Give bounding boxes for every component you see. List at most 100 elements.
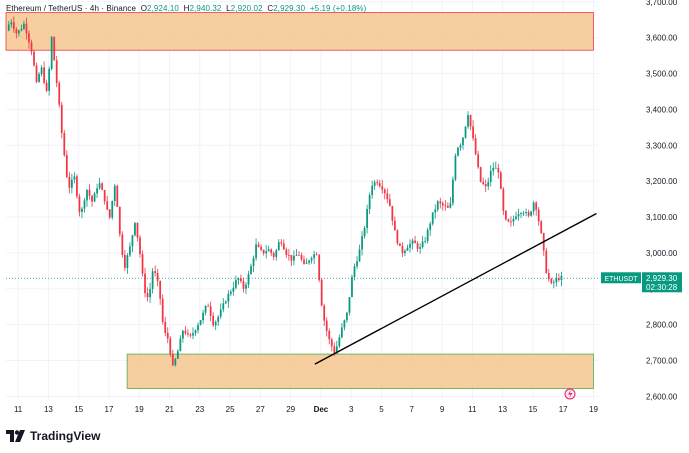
candle-body bbox=[310, 258, 313, 261]
candle-body bbox=[371, 185, 374, 196]
candle-body bbox=[487, 181, 490, 187]
candle-body bbox=[227, 293, 230, 302]
candle-body bbox=[103, 189, 106, 202]
tradingview-logo-icon bbox=[6, 430, 25, 442]
candle-body bbox=[68, 177, 71, 188]
candle-body bbox=[333, 346, 336, 354]
candle-body bbox=[467, 115, 469, 127]
interval: 4h bbox=[89, 4, 99, 13]
candle-body bbox=[439, 201, 442, 204]
candle-body bbox=[368, 195, 371, 210]
candle-body bbox=[285, 249, 288, 255]
candle-body bbox=[12, 22, 15, 30]
candle-body bbox=[474, 138, 477, 155]
symbol-name: Ethereum / TetherUS bbox=[6, 4, 83, 13]
chart-area[interactable]: 2,600.002,700.002,800.002,900.003,000.00… bbox=[0, 0, 689, 420]
y-tick-label: 3,000.00 bbox=[646, 249, 678, 258]
candle-body bbox=[401, 245, 404, 254]
price-tag-value: 2,929.30 bbox=[646, 274, 678, 283]
candle-body bbox=[38, 74, 40, 82]
candle-body bbox=[452, 179, 454, 204]
candle-body bbox=[366, 209, 368, 228]
lightning-icon[interactable] bbox=[564, 388, 576, 400]
candle-body bbox=[540, 221, 543, 234]
x-tick-label: 11 bbox=[14, 405, 23, 414]
x-tick-label: Dec bbox=[314, 405, 329, 414]
candle-body bbox=[547, 273, 550, 279]
candle-body bbox=[98, 183, 101, 189]
candle-body bbox=[340, 327, 343, 338]
candle-body bbox=[194, 330, 197, 334]
candle-body bbox=[86, 189, 88, 201]
candle-body bbox=[351, 276, 353, 298]
candle-body bbox=[477, 154, 480, 168]
candle-body bbox=[136, 222, 139, 238]
support-zone bbox=[126, 353, 594, 389]
candle-body bbox=[131, 235, 134, 247]
price-chart[interactable]: 2,600.002,700.002,800.002,900.003,000.00… bbox=[0, 0, 689, 420]
high-value: 2,940.32 bbox=[189, 4, 222, 13]
candle-body bbox=[396, 230, 399, 244]
candle-body bbox=[83, 200, 86, 209]
candle-body bbox=[139, 237, 141, 255]
x-tick-label: 9 bbox=[440, 405, 445, 414]
candle-body bbox=[113, 185, 116, 201]
candle-body bbox=[472, 126, 474, 139]
candle-body bbox=[272, 253, 275, 257]
candle-body bbox=[393, 220, 396, 231]
candle-body bbox=[343, 320, 346, 328]
candle-body bbox=[454, 155, 457, 180]
x-tick-label: 17 bbox=[105, 405, 114, 414]
candle-body bbox=[363, 227, 366, 237]
candle-body bbox=[202, 312, 204, 321]
candle-body bbox=[219, 309, 222, 317]
y-tick-label: 3,600.00 bbox=[646, 34, 678, 43]
candle-body bbox=[33, 51, 35, 66]
candle-body bbox=[277, 242, 280, 251]
candle-body bbox=[512, 218, 515, 222]
candle-body bbox=[262, 249, 265, 254]
candle-body bbox=[126, 255, 129, 268]
exchange: Binance bbox=[106, 4, 137, 13]
candle-body bbox=[217, 316, 220, 322]
candle-body bbox=[70, 179, 73, 188]
candle-body bbox=[353, 266, 356, 277]
candle-body bbox=[171, 354, 174, 366]
candle-body bbox=[560, 275, 563, 281]
candle-body bbox=[414, 240, 416, 244]
candle-body bbox=[235, 280, 237, 288]
x-tick-label: 13 bbox=[498, 405, 507, 414]
candle-body bbox=[300, 255, 303, 260]
candle-body bbox=[237, 278, 240, 281]
candle-body bbox=[426, 229, 429, 242]
candle-body bbox=[154, 271, 157, 273]
candle-body bbox=[434, 209, 437, 213]
candle-body bbox=[212, 315, 215, 326]
candle-body bbox=[182, 330, 184, 339]
candle-body bbox=[381, 186, 384, 190]
candle-body bbox=[494, 167, 497, 169]
candle-body bbox=[101, 183, 104, 190]
candle-body bbox=[111, 200, 114, 218]
candle-body bbox=[151, 271, 154, 289]
candle-body bbox=[76, 176, 78, 197]
candle-body bbox=[121, 234, 124, 255]
candle-body bbox=[545, 250, 548, 274]
x-tick-label: 3 bbox=[349, 405, 354, 414]
candle-body bbox=[245, 284, 247, 289]
candle-body bbox=[149, 288, 151, 298]
candle-body bbox=[484, 184, 487, 187]
candle-body bbox=[555, 278, 558, 283]
candle-body bbox=[189, 334, 192, 336]
candle-body bbox=[63, 132, 66, 156]
change-value: +5.19 (+0.18%) bbox=[309, 4, 367, 13]
resistance-zone bbox=[5, 12, 594, 51]
candle-body bbox=[275, 250, 278, 257]
candle-body bbox=[358, 249, 361, 262]
candle-body bbox=[141, 254, 144, 274]
x-tick-label: 27 bbox=[256, 405, 265, 414]
x-tick-label: 23 bbox=[195, 405, 204, 414]
candle-body bbox=[376, 182, 379, 184]
open-value: 2,924.10 bbox=[147, 4, 179, 13]
candle-body bbox=[88, 189, 91, 196]
